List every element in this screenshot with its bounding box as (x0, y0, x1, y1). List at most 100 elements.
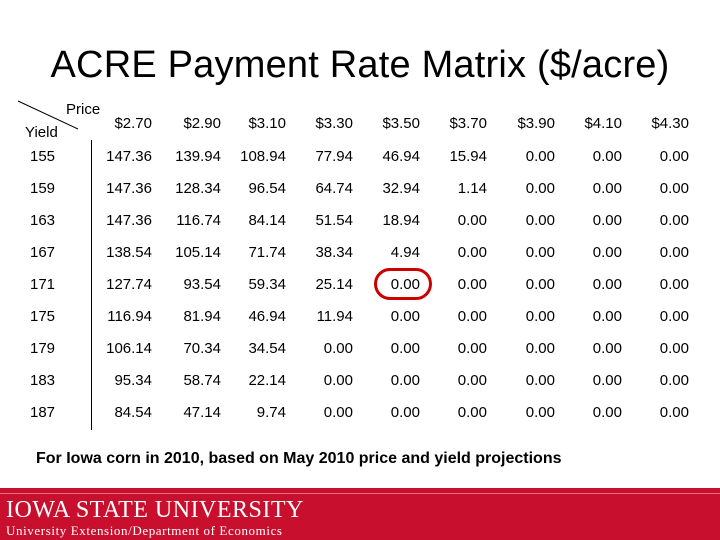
matrix-cell: 0.00 (525, 276, 555, 293)
matrix-cell: 0.00 (659, 404, 689, 421)
matrix-cell: 128.34 (175, 180, 221, 197)
matrix-cell: 147.36 (106, 180, 152, 197)
footnote: For Iowa corn in 2010, based on May 2010… (36, 450, 562, 467)
matrix-cell: 0.00 (457, 212, 487, 229)
footer-bar: IOWA STATE UNIVERSITY University Extensi… (0, 488, 720, 540)
matrix-cell: 46.94 (382, 148, 420, 165)
matrix-cell: 93.54 (183, 276, 221, 293)
price-header-4: $3.50 (382, 115, 420, 132)
matrix-cell: 18.94 (382, 212, 420, 229)
matrix-cell: 0.00 (592, 148, 622, 165)
matrix-cell: 0.00 (525, 308, 555, 325)
matrix-cell: 0.00 (592, 372, 622, 389)
matrix-cell: 105.14 (175, 244, 221, 261)
matrix-cell: 0.00 (592, 244, 622, 261)
yield-label-4: 171 (30, 276, 56, 293)
matrix-cell: 147.36 (106, 148, 152, 165)
matrix-cell: 47.14 (183, 404, 221, 421)
matrix-cell: 139.94 (175, 148, 221, 165)
matrix-cell: 0.00 (659, 308, 689, 325)
matrix-cell: 0.00 (323, 372, 353, 389)
price-header-1: $2.90 (183, 115, 221, 132)
matrix-cell: 32.94 (382, 180, 420, 197)
matrix-cell: 81.94 (183, 308, 221, 325)
price-header-6: $3.90 (517, 115, 555, 132)
matrix-cell: 0.00 (659, 276, 689, 293)
matrix-cell: 0.00 (592, 212, 622, 229)
matrix-cell: 9.74 (256, 404, 286, 421)
matrix-cell: 0.00 (457, 276, 487, 293)
matrix-cell: 22.14 (248, 372, 286, 389)
yield-label-8: 187 (30, 404, 56, 421)
matrix-cell: 0.00 (592, 404, 622, 421)
matrix-cell: 0.00 (659, 212, 689, 229)
matrix-cell: 106.14 (106, 340, 152, 357)
yield-label-6: 179 (30, 340, 56, 357)
matrix-cell: 71.74 (248, 244, 286, 261)
yield-label-0: 155 (30, 148, 56, 165)
matrix-cell: 0.00 (659, 340, 689, 357)
matrix-cell: 0.00 (457, 244, 487, 261)
matrix-cell: 77.94 (315, 148, 353, 165)
matrix-cell: 0.00 (525, 244, 555, 261)
matrix-cell: 96.54 (248, 180, 286, 197)
matrix-cell: 38.34 (315, 244, 353, 261)
highlight-circle (374, 268, 432, 300)
matrix-cell: 0.00 (592, 276, 622, 293)
header-diagonal-line (17, 100, 79, 130)
yield-label-3: 167 (30, 244, 56, 261)
matrix-cell: 0.00 (659, 244, 689, 261)
matrix-cell: 147.36 (106, 212, 152, 229)
matrix-cell: 108.94 (240, 148, 286, 165)
matrix-cell: 116.74 (176, 212, 221, 229)
matrix-cell: 0.00 (390, 340, 420, 357)
matrix-cell: 0.00 (390, 276, 420, 293)
yield-label-7: 183 (30, 372, 56, 389)
price-header-2: $3.10 (248, 115, 286, 132)
price-header-7: $4.10 (584, 115, 622, 132)
matrix-cell: 34.54 (248, 340, 286, 357)
matrix-cell: 0.00 (457, 340, 487, 357)
matrix-cell: 0.00 (457, 308, 487, 325)
matrix-cell: 0.00 (592, 180, 622, 197)
matrix-cell: 0.00 (390, 404, 420, 421)
matrix-cell: 1.14 (457, 180, 487, 197)
matrix-cell: 0.00 (525, 372, 555, 389)
matrix-cell: 0.00 (525, 148, 555, 165)
matrix-cell: 59.34 (248, 276, 286, 293)
yield-column-divider (91, 140, 92, 430)
matrix-cell: 84.14 (248, 212, 286, 229)
matrix-cell: 0.00 (592, 340, 622, 357)
slide-title: ACRE Payment Rate Matrix ($/acre) (50, 44, 670, 86)
matrix-cell: 0.00 (390, 372, 420, 389)
matrix-cell: 0.00 (323, 340, 353, 357)
matrix-cell: 0.00 (592, 308, 622, 325)
price-axis-label: Price (66, 101, 101, 118)
matrix-cell: 116.94 (107, 308, 152, 325)
matrix-cell: 0.00 (323, 404, 353, 421)
matrix-cell: 15.94 (449, 148, 487, 165)
matrix-cell: 0.00 (457, 372, 487, 389)
price-header-0: $2.70 (114, 115, 152, 132)
yield-label-1: 159 (30, 180, 56, 197)
price-header-3: $3.30 (315, 115, 353, 132)
matrix-cell: 0.00 (525, 340, 555, 357)
yield-axis-label: Yield (25, 124, 58, 141)
matrix-cell: 127.74 (106, 276, 152, 293)
matrix-cell: 64.74 (315, 180, 353, 197)
footer-divider (0, 493, 720, 494)
matrix-cell: 25.14 (315, 276, 353, 293)
matrix-cell: 138.54 (106, 244, 152, 261)
matrix-cell: 84.54 (114, 404, 152, 421)
university-logo-text: IOWA STATE UNIVERSITY (6, 497, 304, 523)
matrix-cell: 0.00 (390, 308, 420, 325)
yield-label-2: 163 (30, 212, 56, 229)
matrix-cell: 11.94 (316, 308, 353, 325)
matrix-cell: 0.00 (525, 180, 555, 197)
matrix-cell: 51.54 (315, 212, 353, 229)
matrix-cell: 4.94 (390, 244, 420, 261)
matrix-cell: 46.94 (248, 308, 286, 325)
matrix-cell: 0.00 (525, 404, 555, 421)
matrix-cell: 0.00 (457, 404, 487, 421)
